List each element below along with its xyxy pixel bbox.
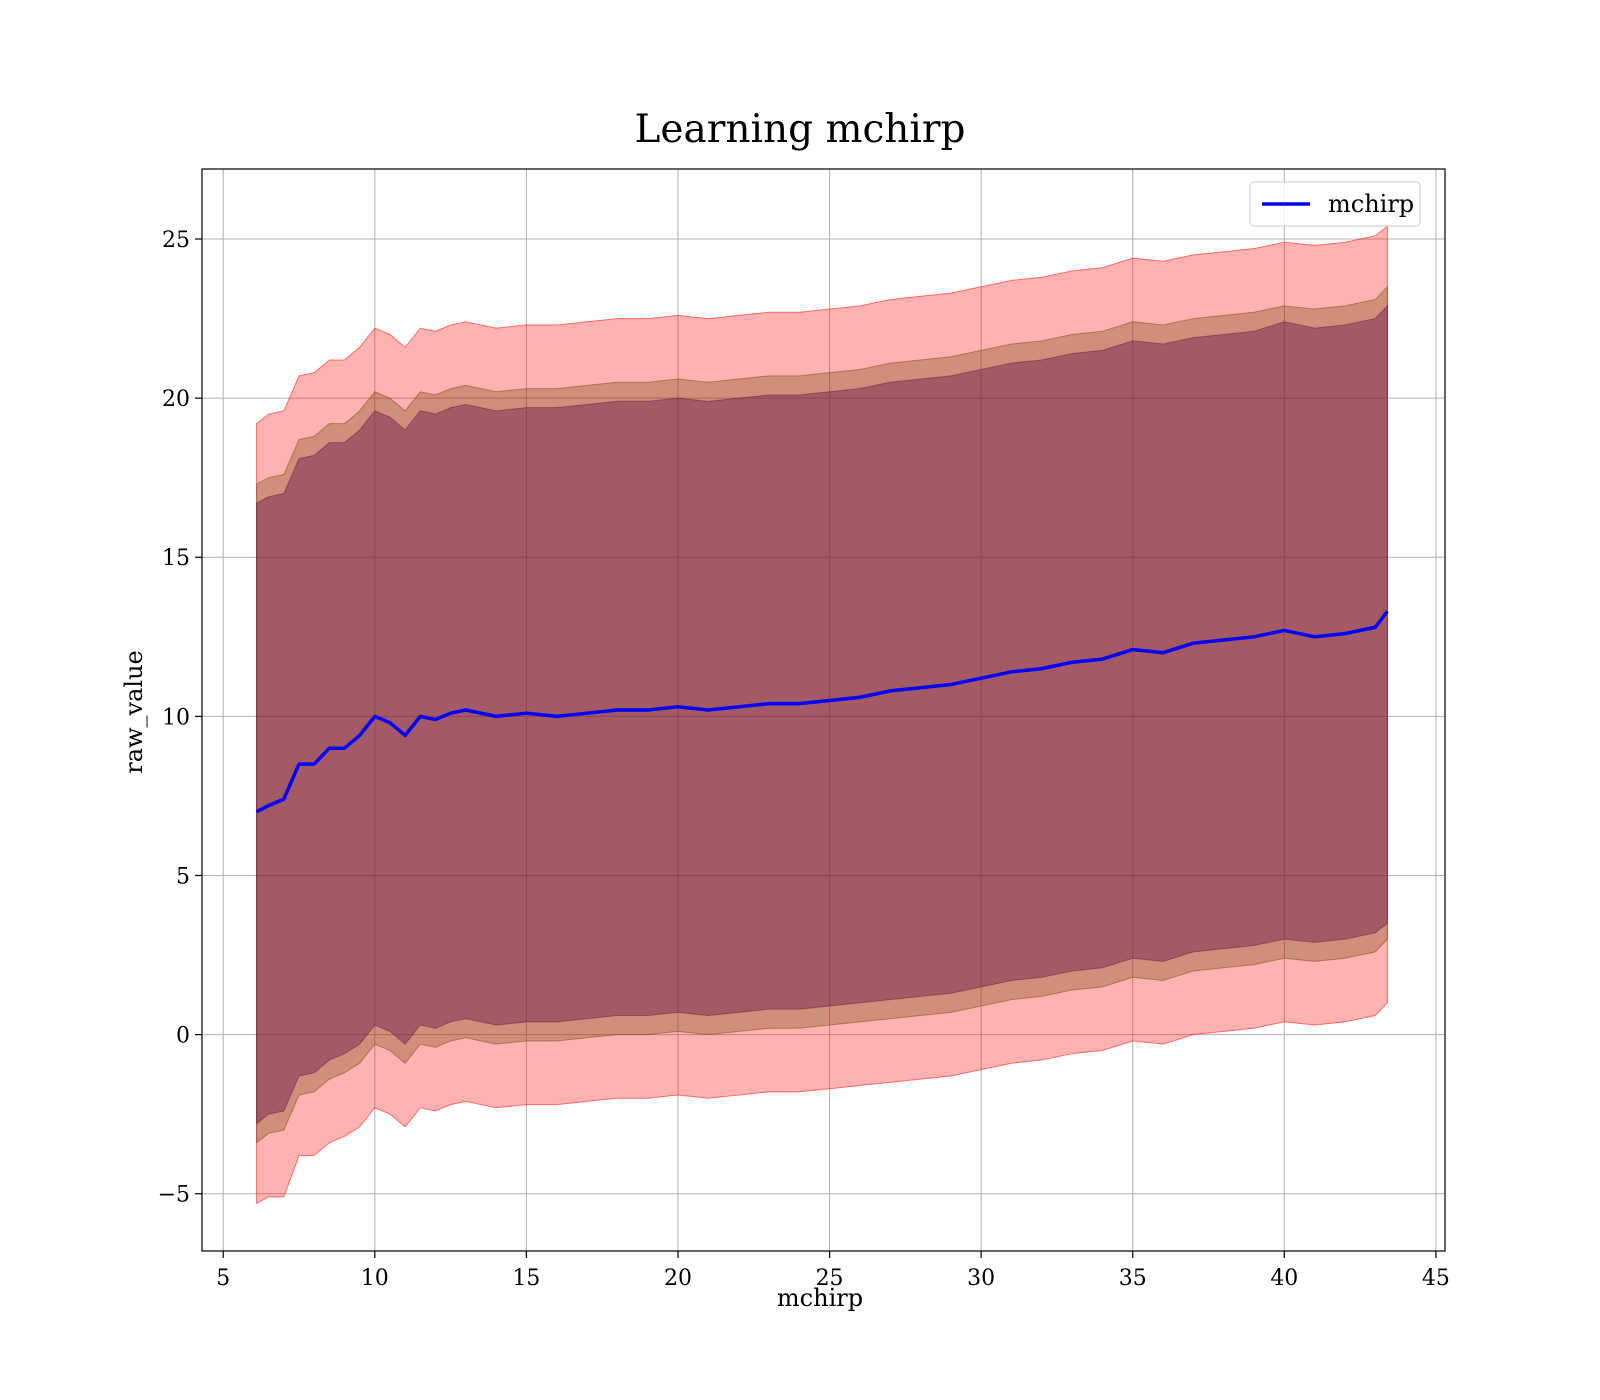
x-tick-label: 35	[1119, 1266, 1147, 1291]
y-axis-label: raw_value	[120, 650, 148, 774]
x-tick-label: 40	[1270, 1266, 1298, 1291]
confidence-band-1	[256, 225, 1388, 1205]
y-tick-label: −5	[158, 1183, 190, 1208]
x-tick-label: 10	[361, 1266, 389, 1291]
grid	[202, 169, 1445, 1251]
y-tick-label: 25	[162, 228, 190, 253]
confidence-band-2	[256, 285, 1388, 1144]
x-tick-label: 45	[1422, 1266, 1450, 1291]
x-axis-ticks: 5 10 15 20 25 30 35 40 45	[216, 1251, 1450, 1291]
plot-frame	[201, 168, 1446, 1252]
legend: mchirp	[1249, 181, 1421, 227]
y-tick-label: 0	[176, 1024, 190, 1049]
series-lines	[255, 610, 1389, 814]
chart-title: Learning mchirp	[635, 107, 966, 152]
legend-entry: mchirp	[1328, 190, 1414, 218]
y-tick-label: 15	[162, 546, 190, 571]
x-axis-label: mchirp	[777, 1284, 863, 1312]
legend-box	[1249, 181, 1421, 227]
series-line-mchirp	[255, 610, 1389, 814]
x-tick-label: 25	[816, 1266, 844, 1291]
confidence-band-3	[256, 304, 1388, 1125]
confidence-bands	[256, 225, 1388, 1205]
y-axis-ticks: −5 0 5 10 15 20 25	[158, 228, 202, 1208]
x-tick-label: 30	[967, 1266, 995, 1291]
y-tick-label: 20	[162, 387, 190, 412]
x-tick-label: 5	[216, 1266, 230, 1291]
x-tick-label: 15	[512, 1266, 540, 1291]
y-tick-label: 5	[176, 864, 190, 889]
y-tick-label: 10	[162, 705, 190, 730]
x-tick-label: 20	[664, 1266, 692, 1291]
